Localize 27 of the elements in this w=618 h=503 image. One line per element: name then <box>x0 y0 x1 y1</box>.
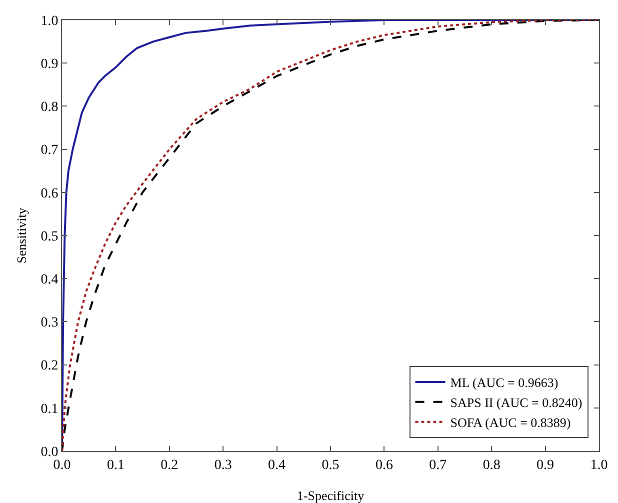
y-tick-label: 0.4 <box>40 272 58 288</box>
y-tick-label: 0.2 <box>40 358 58 374</box>
legend-label: ML (AUC = 0.9663) <box>450 375 558 390</box>
x-tick-label: 1.0 <box>590 458 608 473</box>
x-tick-label: 0.7 <box>429 458 447 473</box>
y-axis-title: Sensitivity <box>14 207 29 264</box>
x-tick-label: 0.8 <box>482 458 500 473</box>
legend-label: SOFA (AUC = 0.8389) <box>450 414 571 430</box>
x-tick-label: 0.6 <box>375 458 393 473</box>
y-tick-label: 0.5 <box>40 229 58 244</box>
x-tick-label: 0.2 <box>160 458 178 473</box>
x-tick-label: 0.0 <box>53 458 71 473</box>
legend-label: SAPS II (AUC = 0.8240) <box>450 394 582 410</box>
x-tick-label: 0.4 <box>268 458 286 473</box>
x-tick-label: 0.3 <box>214 458 232 473</box>
y-tick-label: 0.9 <box>40 57 58 72</box>
y-tick-label: 0.8 <box>40 100 58 116</box>
y-tick-label: 1.0 <box>40 14 58 29</box>
x-tick-label: 0.5 <box>322 458 340 473</box>
y-tick-label: 0.6 <box>40 186 58 202</box>
y-tick-label: 0.7 <box>40 143 58 158</box>
x-tick-label: 0.9 <box>536 458 554 473</box>
y-tick-label: 0.0 <box>40 444 58 460</box>
x-tick-label: 0.1 <box>106 458 124 473</box>
x-axis-title: 1-Specificity <box>296 488 365 503</box>
y-tick-label: 0.3 <box>40 316 58 331</box>
y-tick-label: 0.1 <box>40 402 58 417</box>
